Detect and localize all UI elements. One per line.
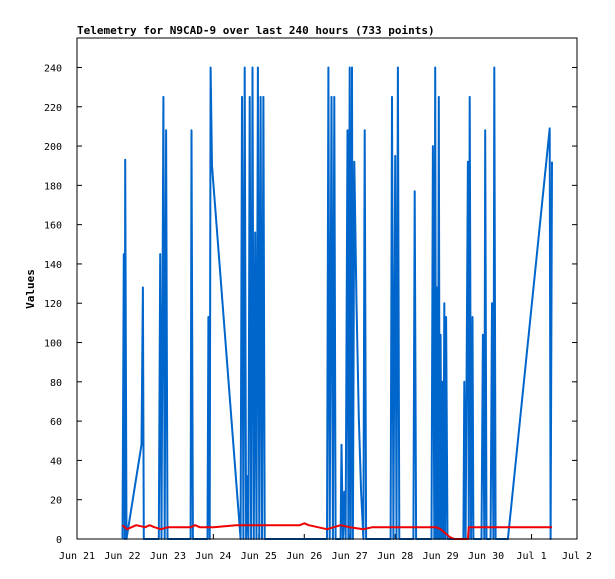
y-tick-label: 120 bbox=[44, 299, 62, 310]
y-tick-label: 60 bbox=[50, 417, 62, 428]
x-tick-label: Jun 21 bbox=[59, 551, 95, 562]
y-axis: 0 20 40 60 80 100 120 140 160 180 200 220 240 bbox=[44, 63, 577, 546]
y-tick-label: 80 bbox=[50, 378, 62, 389]
x-tick-label: Jul 2 bbox=[562, 551, 592, 562]
x-tick-label: Jul 1 bbox=[516, 551, 546, 562]
x-tick-label: Jun 29 bbox=[423, 551, 459, 562]
x-tick-label: Jun 24 bbox=[195, 551, 231, 562]
x-tick-label: Jun 22 bbox=[104, 551, 140, 562]
y-tick-label: 140 bbox=[44, 260, 62, 271]
y-axis-label: Values bbox=[24, 269, 37, 309]
x-tick-label: Jun 28 bbox=[377, 551, 413, 562]
series-line-0 bbox=[121, 66, 553, 540]
x-tick-label: Jun 30 bbox=[468, 551, 504, 562]
chart-title: Telemetry for N9CAD-9 over last 240 hour… bbox=[77, 24, 435, 37]
y-tick-label: 200 bbox=[44, 142, 62, 153]
y-tick-label: 220 bbox=[44, 103, 62, 114]
x-tick-label: Jun 26 bbox=[286, 551, 322, 562]
x-axis: Jun 21 Jun 22 Jun 23 Jun 24 Jun 25 Jun 26 Jun … bbox=[59, 534, 592, 562]
x-tick-label: Jun 27 bbox=[332, 551, 368, 562]
y-tick-label: 180 bbox=[44, 181, 62, 192]
series-layer bbox=[121, 66, 553, 540]
y-tick-label: 160 bbox=[44, 221, 62, 232]
y-tick-label: 240 bbox=[44, 63, 62, 74]
series-line-1 bbox=[121, 522, 552, 540]
y-tick-label: 100 bbox=[44, 339, 62, 350]
y-tick-label: 20 bbox=[50, 496, 62, 507]
y-tick-label: 0 bbox=[56, 535, 62, 546]
y-tick-label: 40 bbox=[50, 456, 62, 467]
x-tick-label: Jun 25 bbox=[241, 551, 277, 562]
x-tick-label: Jun 23 bbox=[150, 551, 186, 562]
